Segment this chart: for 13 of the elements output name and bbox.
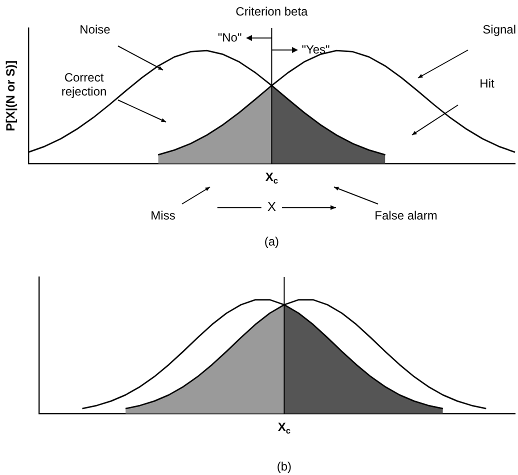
annotation: Correct rejection (61, 70, 107, 98)
text: (b) (276, 459, 292, 474)
text: False alarm (374, 208, 438, 222)
x-axis-title: X (267, 199, 276, 214)
y-axis-title: P[X|(N or S)] (4, 60, 18, 132)
text: Noise (80, 22, 111, 36)
text: Miss (150, 208, 176, 222)
text: Criterion beta (236, 4, 308, 18)
text: "No" (218, 30, 242, 44)
annotation: Hit (480, 76, 495, 90)
text: Signal (482, 22, 516, 36)
annotation: "Yes" (302, 42, 330, 56)
text: (a) (264, 234, 280, 248)
